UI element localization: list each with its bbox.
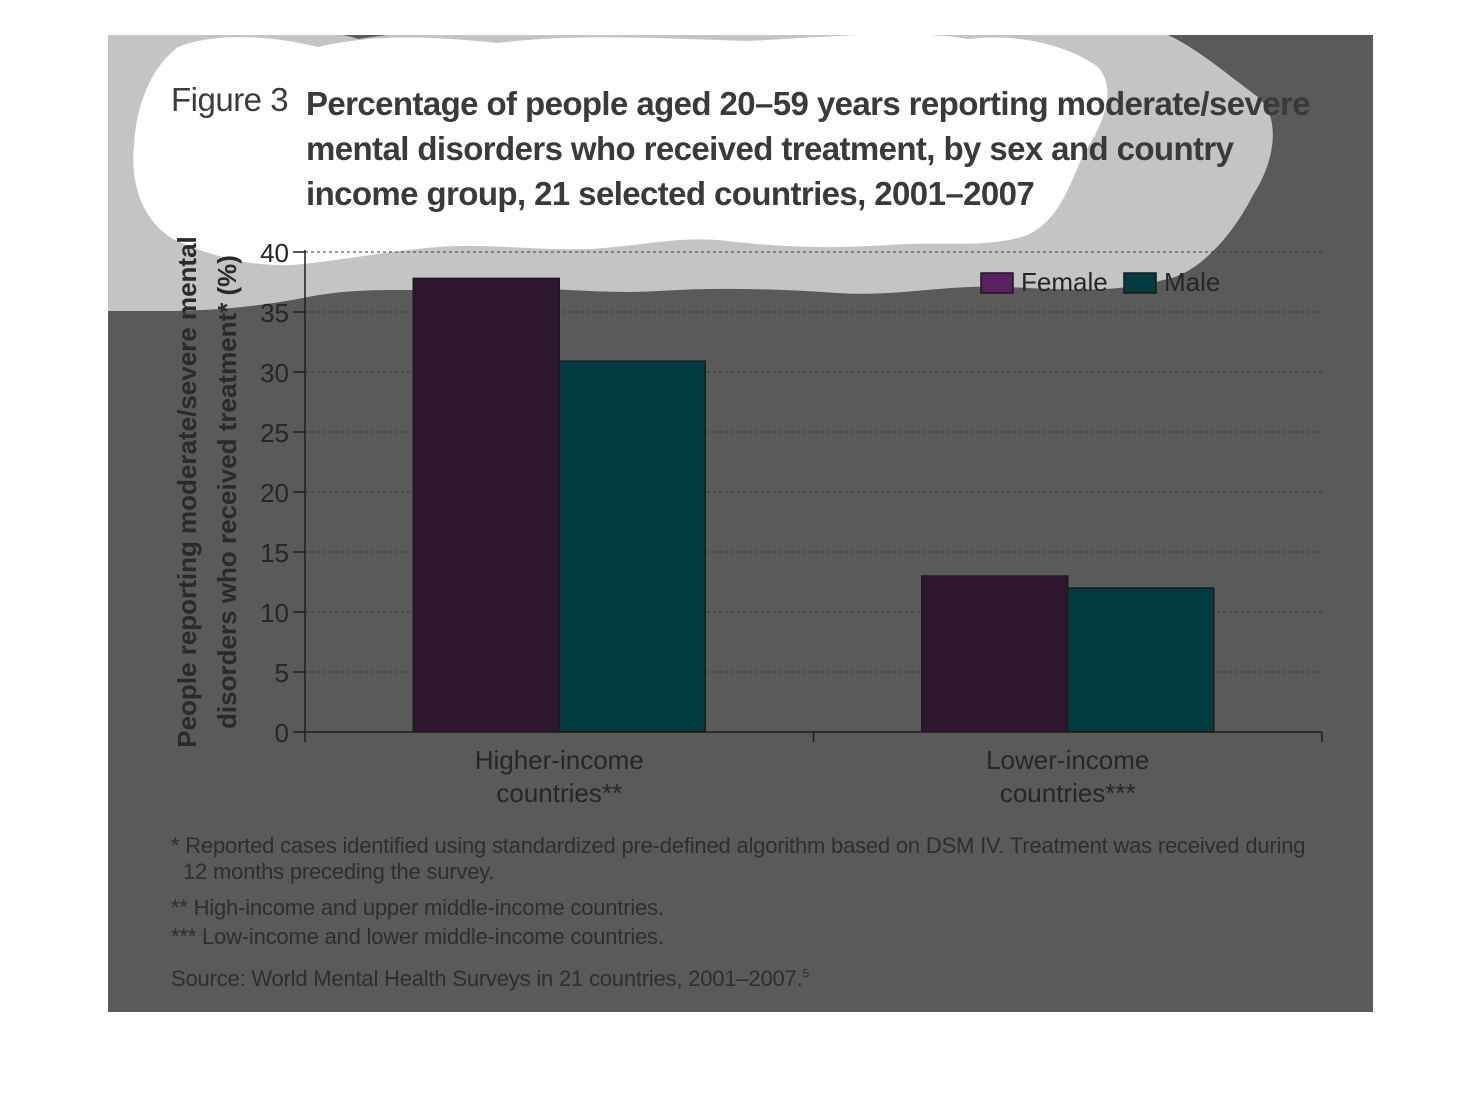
y-tick-label: 35 <box>260 298 289 328</box>
y-tick-label: 20 <box>260 478 289 508</box>
bar-female <box>412 277 560 733</box>
y-tick-label: 40 <box>260 238 289 268</box>
bar-chart: 0510152025303540Higher-incomecountries**… <box>172 236 1323 808</box>
y-tick-label: 30 <box>260 358 289 388</box>
bar-male <box>1067 587 1215 733</box>
y-tick-label: 0 <box>275 718 289 748</box>
figure-title: Percentage of people aged 20–59 years re… <box>306 85 1311 212</box>
source-text: Source: World Mental Health Surveys in 2… <box>171 966 803 991</box>
x-category-label: Higher-income <box>475 745 644 775</box>
legend-label-female: Female <box>1021 267 1108 297</box>
x-category-label: Lower-income <box>986 745 1149 775</box>
figure-panel: Figure 3 Percentage of people aged 20–59… <box>108 35 1373 1012</box>
footnote-3: *** Low-income and lower middle-income c… <box>171 924 664 949</box>
legend-swatch-female <box>980 272 1014 294</box>
y-tick-label: 25 <box>260 418 289 448</box>
y-tick-label: 15 <box>260 538 289 568</box>
x-category-label: countries*** <box>1000 778 1136 808</box>
y-tick-label: 10 <box>260 598 289 628</box>
footnote-2: ** High-income and upper middle-income c… <box>171 895 664 920</box>
source-note: Source: World Mental Health Surveys in 2… <box>171 966 809 992</box>
y-axis-title: People reporting moderate/severe mental <box>172 236 202 748</box>
legend-label-male: Male <box>1164 267 1220 297</box>
footnote-1-line-1: * Reported cases identified using standa… <box>171 833 1306 858</box>
bar-female <box>921 575 1069 733</box>
y-axis-title: disorders who received treatment* (%) <box>212 255 242 729</box>
footnote-1-line-2: 12 months preceding the survey. <box>183 859 495 884</box>
bar-male <box>558 360 706 733</box>
x-category-label: countries** <box>496 778 622 808</box>
footnote-1: * Reported cases identified using standa… <box>171 833 1305 885</box>
cloud-inner <box>133 35 1108 266</box>
source-reference: 5 <box>802 966 809 981</box>
highlight-cloud <box>108 35 1273 311</box>
y-tick-label: 5 <box>275 658 289 688</box>
figure-label: Figure 3 <box>171 81 289 118</box>
legend-swatch-male <box>1123 272 1157 294</box>
